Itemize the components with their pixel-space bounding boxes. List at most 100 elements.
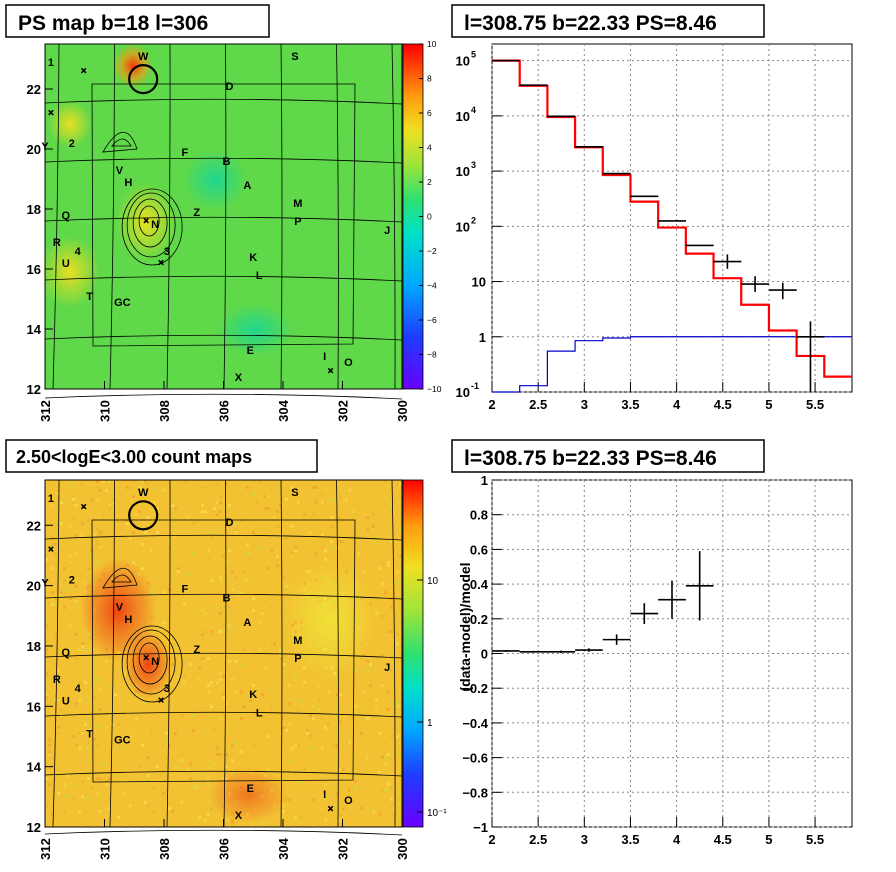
count-pixel <box>84 648 87 651</box>
count-pixel <box>384 789 387 792</box>
residual-y-tick-label: 1 <box>481 473 488 488</box>
count-map-hotspot <box>124 631 172 699</box>
count-pixel <box>192 729 195 732</box>
contour-line <box>138 205 160 237</box>
contour-line <box>111 138 132 147</box>
count-pixel <box>57 726 60 729</box>
y-tick-label: 16 <box>27 262 41 277</box>
count-pixel <box>138 486 141 489</box>
count-pixel <box>354 786 357 789</box>
count-pixel <box>81 780 84 783</box>
count-pixel <box>45 621 48 624</box>
count-pixel <box>387 657 390 660</box>
count-pixel <box>246 579 249 582</box>
count-pixel <box>201 504 204 507</box>
count-pixel <box>216 681 219 684</box>
spectrum-y-tick-exponent: 4 <box>471 105 476 115</box>
count-pixel <box>138 759 141 762</box>
source-label: J <box>384 662 390 674</box>
count-pixel <box>255 744 258 747</box>
count-pixel <box>186 768 189 771</box>
count-pixel <box>327 744 330 747</box>
count-pixel <box>318 708 321 711</box>
count-pixel <box>243 579 246 582</box>
x-tick-group: 312 <box>38 400 53 422</box>
source-label: S <box>291 51 298 63</box>
count-pixel <box>243 504 246 507</box>
count-pixel <box>183 480 186 483</box>
count-pixel <box>306 729 309 732</box>
count-pixel <box>90 540 93 543</box>
count-pixel <box>90 498 93 501</box>
source-marker: × <box>328 804 334 815</box>
count-pixel <box>348 789 351 792</box>
count-pixel <box>345 768 348 771</box>
count-pixel <box>201 657 204 660</box>
count-pixel <box>201 633 204 636</box>
source-label: 2 <box>69 138 75 150</box>
count-pixel <box>249 558 252 561</box>
source-label: W <box>138 51 149 63</box>
spectrum-x-tick-label: 5 <box>765 397 772 412</box>
count-pixel <box>294 672 297 675</box>
count-pixel <box>285 585 288 588</box>
region-boundary <box>91 83 356 347</box>
count-pixel <box>75 600 78 603</box>
residual-x-tick-label: 5.5 <box>806 832 824 847</box>
count-pixel <box>321 546 324 549</box>
count-pixel <box>366 516 369 519</box>
count-pixel <box>60 591 63 594</box>
count-pixel <box>144 801 147 804</box>
count-pixel <box>279 651 282 654</box>
source-label: Q <box>62 647 71 659</box>
count-pixel <box>234 660 237 663</box>
count-pixel <box>51 531 54 534</box>
count-pixel <box>87 567 90 570</box>
count-pixel <box>198 816 201 819</box>
count-pixel <box>81 645 84 648</box>
count-pixel <box>135 717 138 720</box>
count-pixel <box>45 684 48 687</box>
count-pixel <box>177 570 180 573</box>
residual-plot-area: 2 2.5 3 3.5 4 4.5 5 5.5 1 0.8 0.6 0.4 0.2 0 −0.2 −0.4 −0… <box>462 473 853 847</box>
count-pixel <box>324 783 327 786</box>
count-pixel <box>270 705 273 708</box>
count-pixel <box>123 675 126 678</box>
count-pixel <box>63 783 66 786</box>
count-pixel <box>390 507 393 510</box>
count-pixel <box>219 510 222 513</box>
x-tick-label: 302 <box>336 838 351 860</box>
count-pixel <box>279 504 282 507</box>
count-pixel <box>354 780 357 783</box>
count-pixel <box>192 651 195 654</box>
source-label: R <box>53 674 61 686</box>
count-pixel <box>390 606 393 609</box>
count-pixel <box>120 747 123 750</box>
count-pixel <box>45 651 48 654</box>
source-label: N <box>151 219 159 231</box>
count-pixel <box>192 786 195 789</box>
source-label: L <box>256 270 263 282</box>
count-pixel <box>99 483 102 486</box>
count-pixel <box>288 702 291 705</box>
count-pixel <box>147 483 150 486</box>
count-pixel <box>48 750 51 753</box>
count-pixel <box>225 753 228 756</box>
count-pixel <box>381 756 384 759</box>
count-pixel <box>336 744 339 747</box>
count-pixel <box>204 486 207 489</box>
count-pixel <box>231 744 234 747</box>
count-pixel <box>276 564 279 567</box>
ps-map-cold-region <box>183 150 247 210</box>
count-pixel <box>396 705 399 708</box>
count-pixel <box>51 819 54 822</box>
count-pixel <box>48 753 51 756</box>
count-pixel <box>219 753 222 756</box>
count-pixel <box>168 816 171 819</box>
source-marker: × <box>48 544 54 555</box>
count-pixel <box>225 561 228 564</box>
count-pixel <box>87 729 90 732</box>
count-pixel <box>240 717 243 720</box>
count-pixel <box>96 678 99 681</box>
count-pixel <box>330 540 333 543</box>
